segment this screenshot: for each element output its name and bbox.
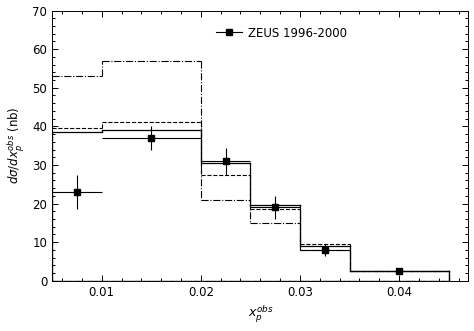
X-axis label: $x_p^{obs}$: $x_p^{obs}$ <box>247 304 273 325</box>
Legend: ZEUS 1996-2000: ZEUS 1996-2000 <box>211 22 351 44</box>
Y-axis label: $d\sigma/dx_p^{obs}$ (nb): $d\sigma/dx_p^{obs}$ (nb) <box>6 107 27 184</box>
